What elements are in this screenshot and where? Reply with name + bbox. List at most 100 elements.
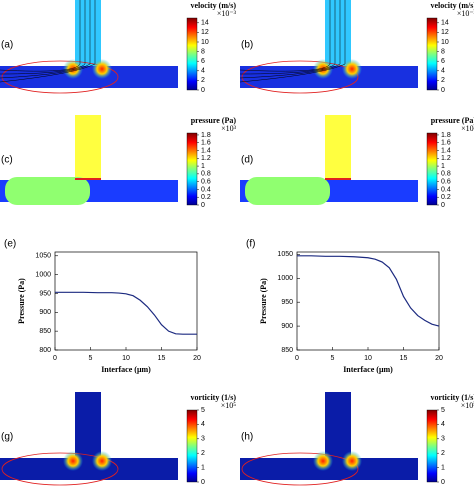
channel	[0, 458, 178, 480]
colorbar-tick-label: 3	[201, 436, 205, 443]
x-tick-label: 5	[89, 355, 93, 362]
colorbar-tick-label: 0	[441, 87, 445, 94]
colorbar-tick-label: 4	[441, 421, 445, 428]
line-series	[297, 255, 440, 327]
colorbar-tick-label: 0	[201, 87, 205, 94]
colorbar-tick-label: 1	[201, 464, 205, 471]
colorbar-tick-label: 2	[201, 77, 205, 84]
streamline	[0, 0, 86, 75]
channel	[75, 392, 101, 458]
colorbar-title: pressure (Pa)	[191, 116, 237, 125]
x-tick-label: 0	[295, 355, 299, 362]
colorbar	[186, 17, 198, 91]
colorbar-tick-label: 1.2	[441, 155, 451, 162]
colorbar-title: vorticity (1/s)	[190, 393, 236, 402]
colorbar-tick-label: 0.2	[201, 194, 211, 201]
colorbar-tick-label: 4	[441, 68, 445, 75]
plot-frame	[54, 251, 198, 351]
y-tick-label: 1050	[277, 251, 293, 258]
colorbar-tick-label: 0.8	[441, 171, 451, 178]
colorbar-tick-label: 2	[441, 450, 445, 457]
colorbar-exponent: ×10⁻³	[217, 9, 237, 18]
panel-label: (a)	[1, 40, 13, 51]
colorbar-tick-label: 8	[201, 48, 205, 55]
hotspot	[63, 451, 83, 471]
colorbar-tick-label: 0	[441, 202, 445, 209]
colorbar-tick-label: 12	[201, 29, 209, 36]
y-tick-label: 950	[281, 299, 293, 306]
panel-label: (d)	[241, 155, 253, 166]
streamline	[0, 0, 91, 79]
colorbar-tick-label: 2	[201, 450, 205, 457]
panel-label: (g)	[1, 432, 13, 443]
colorbar-title: velocity (m/s)	[430, 1, 474, 10]
colorbar-tick-label: 6	[201, 58, 205, 65]
y-axis-label: Pressure (Pa)	[17, 278, 26, 324]
colorbar-exponent: ×10⁵	[461, 401, 474, 410]
y-tick-label: 1000	[277, 275, 293, 282]
colorbar-tick-label: 5	[441, 407, 445, 414]
channel	[75, 115, 101, 180]
interface	[1, 452, 119, 486]
hotspot	[92, 451, 112, 471]
y-tick-label: 900	[281, 323, 293, 330]
colorbar	[186, 132, 198, 206]
plot-frame	[296, 251, 440, 351]
x-axis-label: Interface (μm)	[101, 365, 151, 374]
hotspot	[342, 59, 362, 79]
colorbar-tick-label: 12	[441, 29, 449, 36]
x-axis-label: Interface (μm)	[343, 365, 393, 374]
streamline	[0, 0, 81, 72]
y-tick-label: 800	[39, 347, 51, 354]
colorbar-tick-label: 1	[441, 163, 445, 170]
x-tick-label: 10	[364, 355, 372, 362]
droplet	[245, 177, 330, 205]
colorbar-tick-label: 1.8	[441, 132, 451, 139]
colorbar-exponent: ×10³	[221, 124, 237, 133]
channel	[325, 0, 351, 66]
x-tick-label: 0	[53, 355, 57, 362]
streamline	[239, 0, 331, 72]
y-axis-label: Pressure (Pa)	[259, 278, 268, 324]
colorbar-tick-label: 0.8	[201, 171, 211, 178]
colorbar-tick-label: 0.6	[201, 178, 211, 185]
x-tick-label: 20	[193, 355, 201, 362]
channel	[0, 66, 178, 88]
colorbar-tick-label: 10	[201, 39, 209, 46]
colorbar-tick-label: 0	[201, 202, 205, 209]
panel-label: (f)	[246, 239, 255, 250]
colorbar-tick-label: 1.2	[201, 155, 211, 162]
colorbar	[426, 132, 438, 206]
panel-label: (b)	[241, 40, 253, 51]
colorbar-tick-label: 1.6	[441, 140, 451, 147]
channel	[325, 115, 351, 180]
colorbar	[186, 409, 198, 483]
channel	[75, 0, 101, 66]
colorbar	[426, 409, 438, 483]
colorbar-tick-label: 1	[441, 464, 445, 471]
droplet	[5, 177, 90, 205]
channel	[325, 392, 351, 458]
colorbar-tick-label: 4	[201, 421, 205, 428]
panel-label: (h)	[241, 432, 253, 443]
colorbar-tick-label: 10	[441, 39, 449, 46]
streamline	[0, 0, 96, 83]
streamline	[239, 0, 336, 75]
colorbar-tick-label: 0	[201, 479, 205, 486]
y-tick-label: 1000	[35, 271, 51, 278]
colorbar-tick-label: 3	[441, 436, 445, 443]
colorbar-tick-label: 2	[441, 77, 445, 84]
colorbar-tick-label: 0	[441, 479, 445, 486]
colorbar-title: pressure (Pa)	[431, 116, 474, 125]
colorbar-tick-label: 1.8	[201, 132, 211, 139]
colorbar-title: velocity (m/s)	[190, 1, 236, 10]
x-tick-label: 15	[400, 355, 408, 362]
colorbar-tick-label: 14	[441, 20, 449, 27]
colorbar-tick-label: 14	[201, 20, 209, 27]
colorbar-tick-label: 1.4	[201, 147, 211, 154]
interface	[1, 60, 119, 94]
y-tick-label: 950	[39, 290, 51, 297]
hotspot	[313, 451, 333, 471]
y-tick-label: 850	[39, 328, 51, 335]
